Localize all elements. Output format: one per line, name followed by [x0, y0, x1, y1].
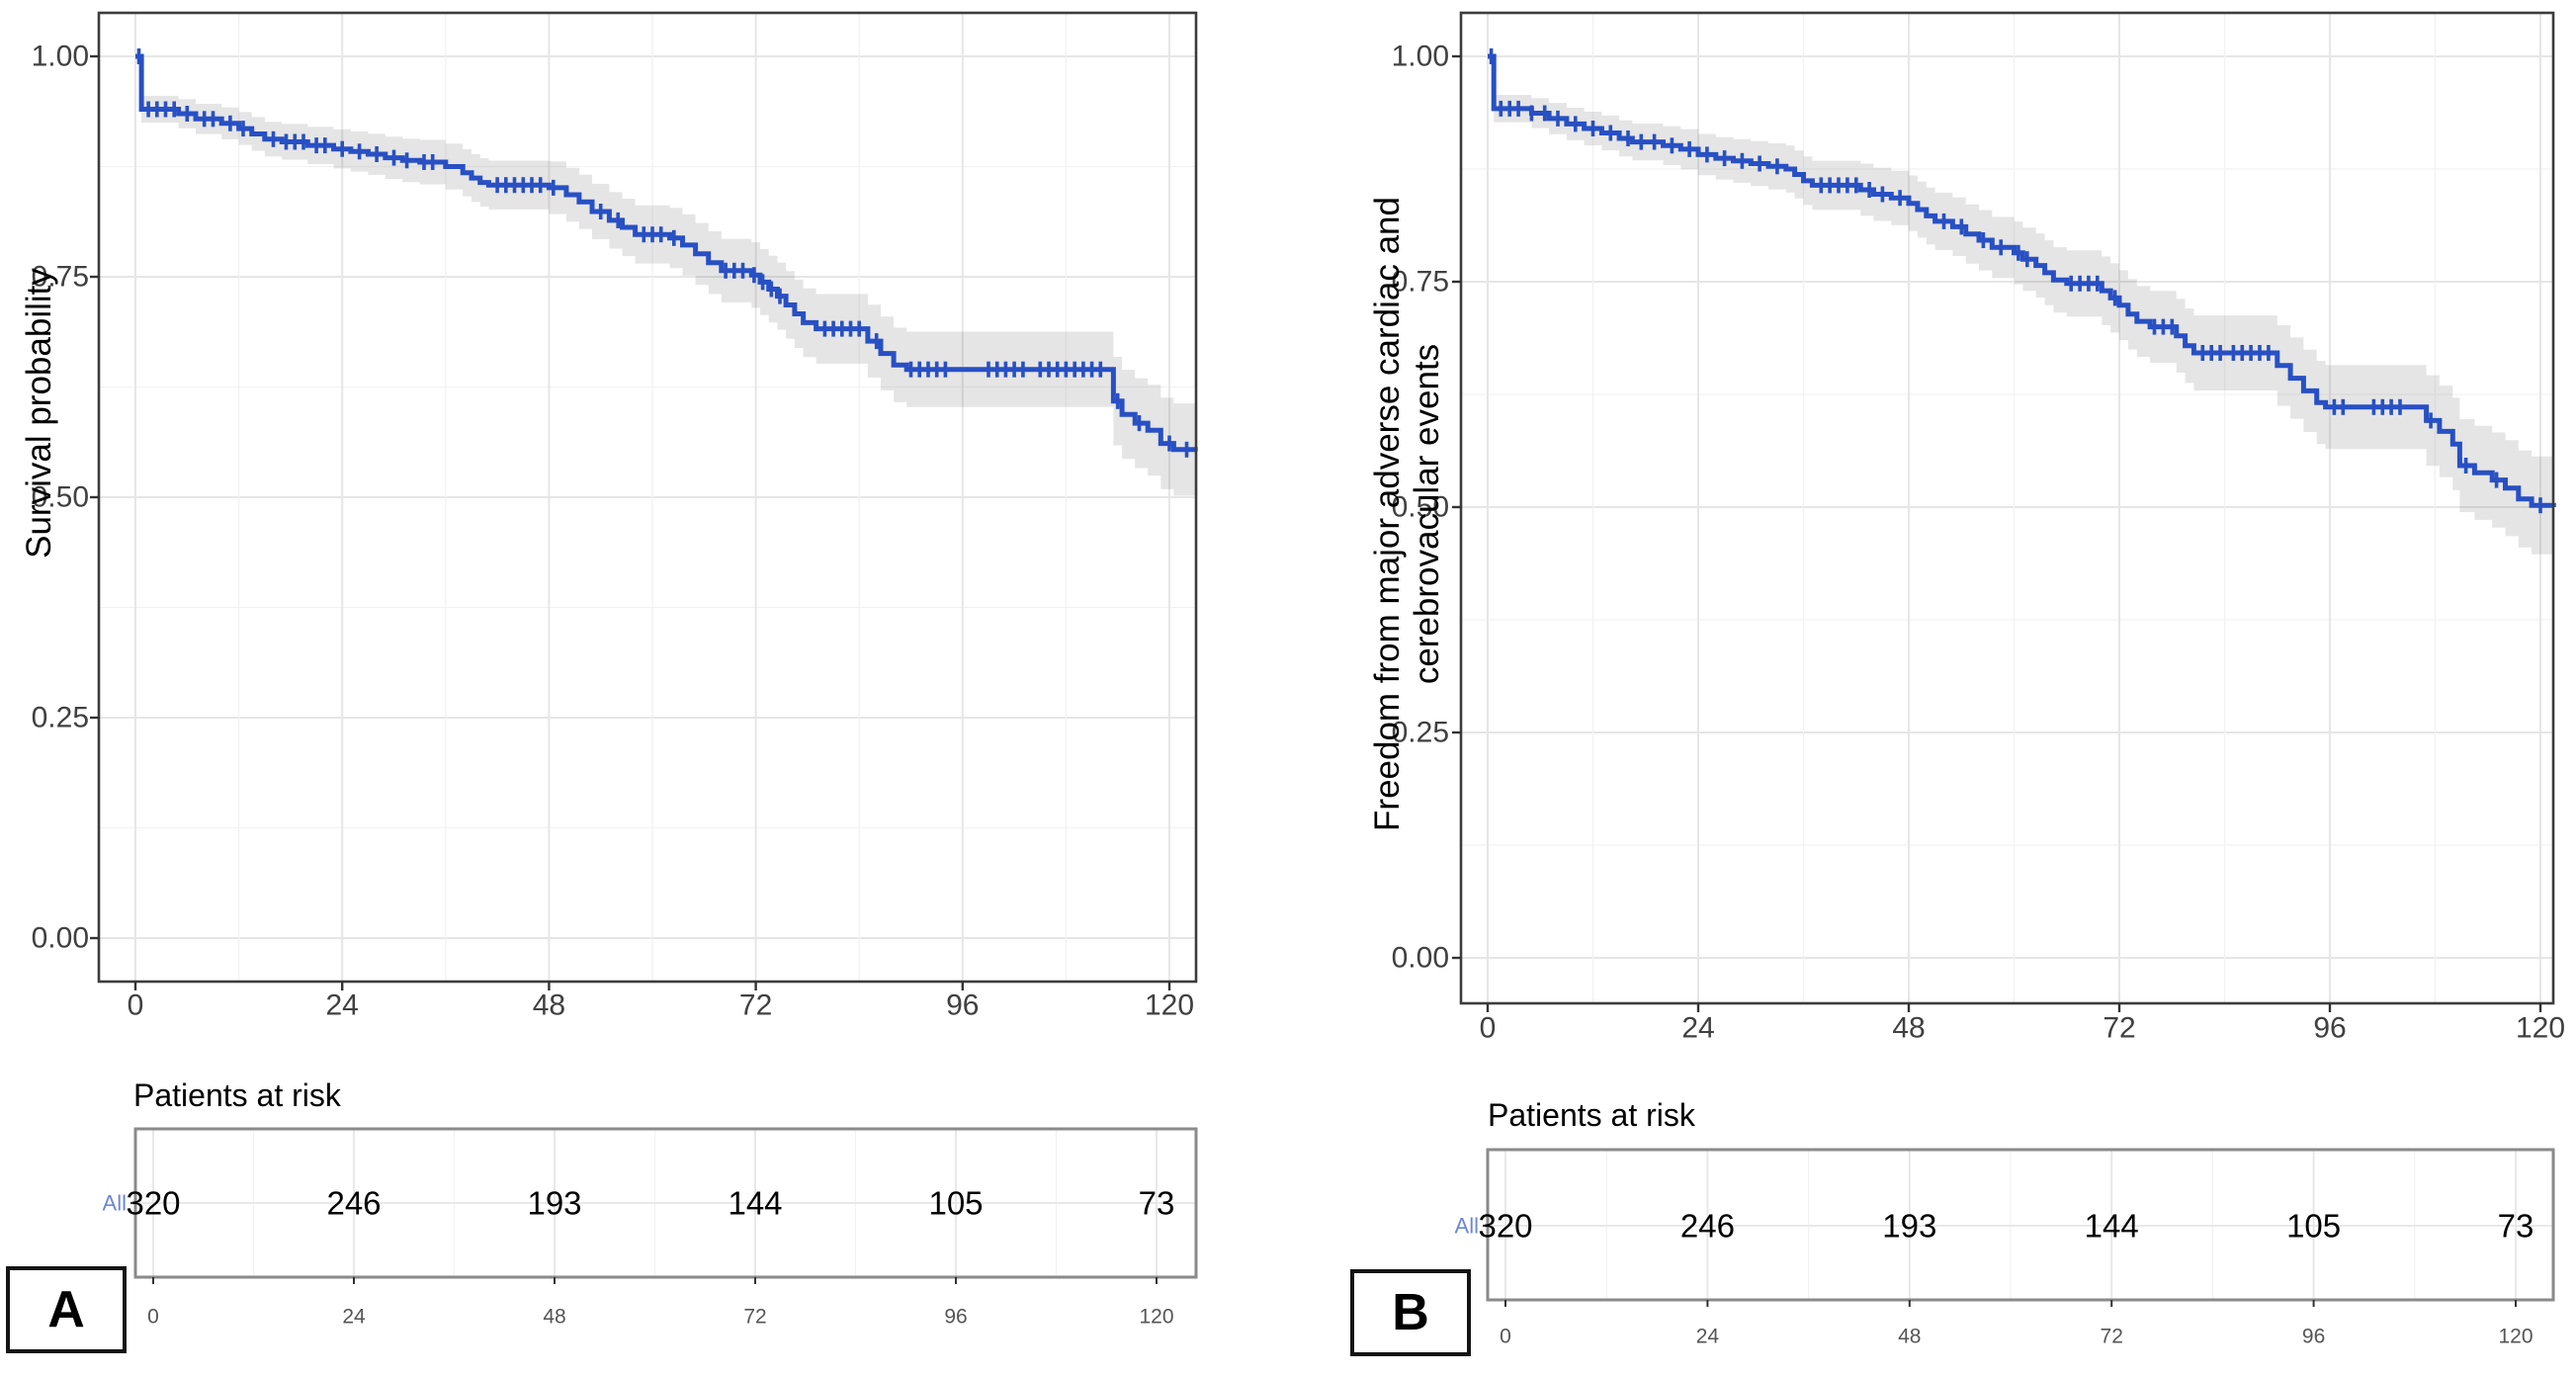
risk-axis-label: 72: [743, 1306, 766, 1329]
risk-count: 320: [1478, 1208, 1532, 1245]
risk-axis-label: 72: [2101, 1326, 2123, 1348]
risk-count: 193: [527, 1185, 581, 1222]
x-tick-label: 0: [1480, 1012, 1497, 1045]
risk-count: 105: [2286, 1208, 2341, 1245]
panel-a-risk-table-title: Patients at risk: [133, 1077, 341, 1113]
y-tick-label: 0.25: [32, 702, 89, 734]
panel-b-y-axis-title: Freedom from major adverse cardiac and c…: [1368, 197, 1447, 831]
x-tick-label: 0: [128, 989, 144, 1022]
survival-curve: [1488, 53, 2556, 508]
risk-count: 73: [1139, 1185, 1175, 1222]
x-tick-label: 24: [326, 989, 359, 1022]
risk-axis-label: 0: [1500, 1326, 1511, 1348]
risk-group-label: All: [103, 1191, 127, 1216]
risk-count: 193: [1882, 1208, 1936, 1245]
x-tick-label: 72: [739, 989, 772, 1022]
risk-axis-label: 24: [342, 1306, 366, 1329]
gridlines: [99, 13, 1196, 982]
y-tick-label: 0.75: [1392, 266, 1449, 299]
confidence-band: [141, 95, 1196, 499]
y-tick-label: 1.00: [1392, 41, 1449, 73]
risk-count: 246: [326, 1185, 381, 1222]
x-tick-label: 120: [2516, 1012, 2565, 1045]
risk-count: 320: [126, 1185, 180, 1222]
x-tick-label: 72: [2103, 1012, 2135, 1045]
y-axis-title-line: Freedom from major adverse cardiac and: [1368, 197, 1407, 831]
confidence-band: [1494, 95, 2554, 558]
panel-b-chart: 0.00 0.25 0.50 0.75 1.00 0 24 48 72 96 120 All 320 24…: [1392, 11, 2565, 1348]
x-tick-label: 24: [1681, 1012, 1714, 1045]
x-axis: 0 24 48 72 96 120: [1480, 1003, 2565, 1045]
risk-table: All 320 246 193 144 105 73 0 24 48 72 96 120: [1455, 1148, 2555, 1348]
risk-table: All 320 246 193 144 105 73 0 24 48 72 96 120: [103, 1127, 1198, 1329]
risk-axis-label: 120: [2498, 1326, 2533, 1348]
survival-curve: [135, 53, 1198, 453]
x-tick-label: 96: [2313, 1012, 2346, 1045]
risk-axis-label: 48: [543, 1306, 565, 1329]
x-tick-label: 96: [946, 989, 979, 1022]
risk-count: 144: [728, 1185, 782, 1222]
panel-a-y-axis-title: Survival probability: [20, 268, 59, 559]
x-tick-label: 48: [533, 989, 565, 1022]
risk-table-area: [1488, 1150, 2553, 1300]
y-tick-label: 0.00: [32, 922, 89, 955]
risk-axis-label: 96: [944, 1306, 967, 1329]
panel-a-chart: 0.00 0.25 0.50 0.75 1.00 0 24 48 72 96 120 All 320 24…: [32, 11, 1198, 1329]
y-tick-label: 0.50: [1392, 491, 1449, 524]
risk-axis-label: 96: [2302, 1326, 2325, 1348]
x-axis: 0 24 48 72 96 120: [128, 982, 1194, 1022]
y-axis: 0.00 0.25 0.50 0.75 1.00: [1392, 41, 1461, 975]
y-tick-label: 0.00: [1392, 942, 1449, 975]
risk-count: 73: [2498, 1208, 2534, 1245]
y-axis-title-line: Survival probability: [20, 268, 58, 559]
risk-axis-label: 24: [1696, 1326, 1720, 1348]
panel-label-b: B: [1350, 1269, 1471, 1356]
censor-marks: [1489, 48, 2542, 514]
x-tick-label: 120: [1145, 989, 1194, 1022]
risk-axis-label: 48: [1898, 1326, 1921, 1348]
panel-b-risk-table-title: Patients at risk: [1488, 1097, 1695, 1133]
risk-count: 246: [1680, 1208, 1735, 1245]
risk-count: 105: [928, 1185, 983, 1222]
risk-axis-label: 0: [147, 1306, 159, 1329]
y-axis-title-line: cerebrovacular events: [1408, 343, 1446, 685]
y-tick-label: 0.25: [1392, 717, 1449, 749]
y-tick-label: 0.75: [32, 261, 89, 294]
risk-group-label: All: [1455, 1214, 1479, 1239]
censor-marks: [136, 48, 1189, 458]
y-tick-label: 0.50: [32, 481, 89, 514]
y-tick-label: 1.00: [32, 41, 89, 73]
panel-label-a: A: [6, 1266, 127, 1353]
risk-count: 144: [2085, 1208, 2139, 1245]
y-axis: 0.00 0.25 0.50 0.75 1.00: [32, 41, 99, 955]
risk-axis-label: 120: [1139, 1306, 1173, 1329]
x-tick-label: 48: [1892, 1012, 1925, 1045]
